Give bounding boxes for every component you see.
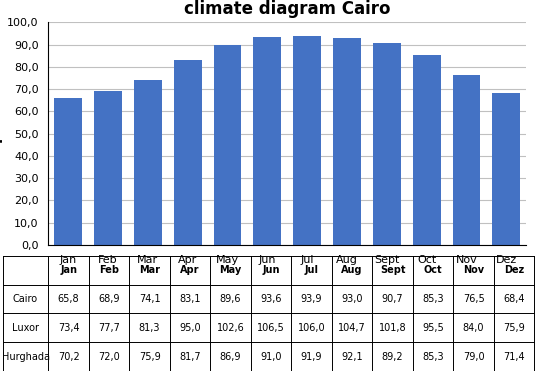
Text: 76,5: 76,5 — [463, 294, 484, 304]
Text: 84,0: 84,0 — [463, 323, 484, 333]
Text: 93,9: 93,9 — [301, 294, 322, 304]
Bar — [293, 36, 321, 245]
Title: climate diagram Cairo: climate diagram Cairo — [184, 0, 390, 18]
Text: 75,9: 75,9 — [503, 323, 525, 333]
Text: Cairo: Cairo — [13, 294, 38, 304]
Text: Nov: Nov — [463, 265, 484, 275]
Text: 81,3: 81,3 — [139, 323, 161, 333]
Text: 104,7: 104,7 — [338, 323, 366, 333]
Text: 91,0: 91,0 — [260, 352, 282, 362]
Text: 85,3: 85,3 — [422, 352, 444, 362]
Bar — [54, 98, 82, 245]
Bar — [453, 75, 481, 245]
Text: Aug: Aug — [342, 265, 363, 275]
Text: Jul: Jul — [304, 265, 318, 275]
Text: 74,1: 74,1 — [139, 294, 161, 304]
Text: 81,7: 81,7 — [179, 352, 201, 362]
Text: 102,6: 102,6 — [217, 323, 244, 333]
Text: 68,4: 68,4 — [503, 294, 525, 304]
Bar — [333, 38, 361, 245]
Bar — [253, 36, 281, 245]
Text: 89,2: 89,2 — [382, 352, 403, 362]
Text: 92,1: 92,1 — [341, 352, 363, 362]
Text: 101,8: 101,8 — [379, 323, 407, 333]
Text: Mar: Mar — [139, 265, 160, 275]
Text: Hurghada: Hurghada — [2, 352, 49, 362]
Text: 93,0: 93,0 — [342, 294, 363, 304]
Text: 95,0: 95,0 — [179, 323, 201, 333]
Text: 75,9: 75,9 — [139, 352, 161, 362]
Text: May: May — [220, 265, 242, 275]
Bar — [373, 43, 401, 245]
Bar — [134, 80, 162, 245]
Text: Feb: Feb — [99, 265, 119, 275]
Text: Luxor: Luxor — [12, 323, 39, 333]
Text: 89,6: 89,6 — [220, 294, 241, 304]
Text: 71,4: 71,4 — [503, 352, 525, 362]
Bar — [214, 45, 242, 245]
Text: Apr: Apr — [180, 265, 200, 275]
Bar — [413, 55, 441, 245]
Bar — [94, 92, 122, 245]
Text: 86,9: 86,9 — [220, 352, 241, 362]
Text: 90,7: 90,7 — [382, 294, 403, 304]
Text: 106,5: 106,5 — [257, 323, 285, 333]
Text: 79,0: 79,0 — [463, 352, 484, 362]
Text: Sept: Sept — [380, 265, 405, 275]
Text: 65,8: 65,8 — [58, 294, 79, 304]
Text: 91,9: 91,9 — [301, 352, 322, 362]
Bar — [174, 60, 202, 245]
Text: 68,9: 68,9 — [98, 294, 120, 304]
Text: 106,0: 106,0 — [297, 323, 325, 333]
Text: 95,5: 95,5 — [422, 323, 444, 333]
Text: Jun: Jun — [262, 265, 280, 275]
Text: 83,1: 83,1 — [179, 294, 201, 304]
Text: 93,6: 93,6 — [260, 294, 282, 304]
Text: 85,3: 85,3 — [422, 294, 444, 304]
Text: Dez: Dez — [504, 265, 524, 275]
Text: 77,7: 77,7 — [98, 323, 120, 333]
Text: 70,2: 70,2 — [57, 352, 79, 362]
Text: Oct: Oct — [424, 265, 442, 275]
Bar — [492, 93, 520, 245]
Text: 73,4: 73,4 — [58, 323, 79, 333]
Y-axis label: F°: F° — [0, 125, 4, 142]
Text: Jan: Jan — [60, 265, 77, 275]
Text: 72,0: 72,0 — [98, 352, 120, 362]
